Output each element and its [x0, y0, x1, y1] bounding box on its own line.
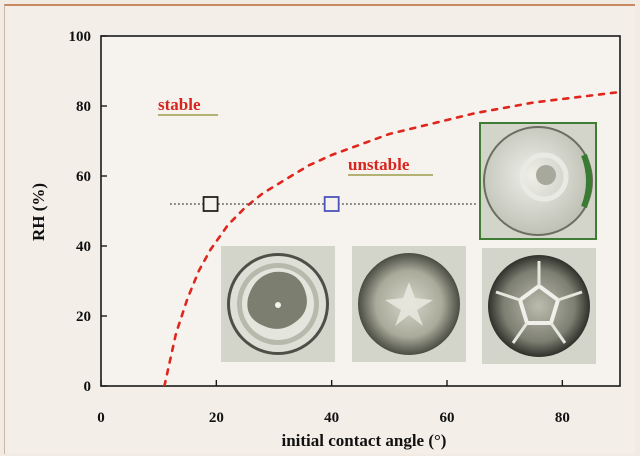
inset-images — [221, 122, 597, 364]
y-tick-label: 80 — [76, 99, 91, 115]
x-axis-title: initial contact angle (°) — [282, 431, 447, 450]
y-tick-label: 100 — [69, 29, 92, 45]
data-point-marker — [323, 196, 340, 212]
ring-deposit-inset — [221, 246, 335, 362]
unstable-region-label: unstable — [348, 155, 410, 174]
x-tick-label: 80 — [555, 410, 570, 426]
y-tick-label: 0 — [84, 379, 92, 395]
y-tick-label: 60 — [76, 169, 91, 185]
x-tick-label: 60 — [440, 410, 455, 426]
pentagon-crack-inset — [482, 248, 596, 364]
star-crack-inset — [352, 246, 466, 362]
x-tick-label: 40 — [324, 410, 339, 426]
y-axis-title: RH (%) — [29, 183, 48, 241]
y-tick-label: 40 — [76, 239, 91, 255]
sphere-deposit-inset — [479, 122, 597, 240]
x-tick-label: 20 — [209, 410, 224, 426]
stable-region-label: stable — [158, 95, 201, 114]
y-tick-label: 20 — [76, 309, 91, 325]
stability-boundary-curve — [163, 90, 620, 386]
x-tick-label: 0 — [97, 410, 105, 426]
data-point-marker — [202, 196, 219, 212]
